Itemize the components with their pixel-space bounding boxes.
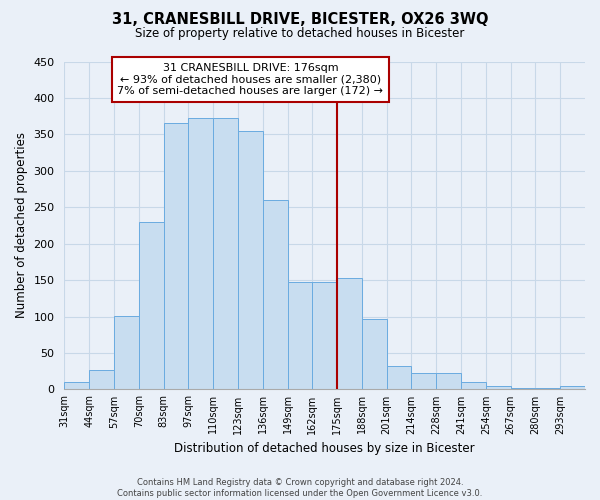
Bar bbox=[287, 282, 313, 390]
Bar bbox=[560, 386, 585, 390]
Bar bbox=[386, 366, 412, 390]
Text: 31, CRANESBILL DRIVE, BICESTER, OX26 3WQ: 31, CRANESBILL DRIVE, BICESTER, OX26 3WQ bbox=[112, 12, 488, 28]
Bar bbox=[511, 388, 535, 390]
Bar bbox=[89, 370, 114, 390]
Bar bbox=[362, 320, 386, 390]
Bar bbox=[64, 382, 89, 390]
Bar bbox=[139, 222, 164, 390]
Bar bbox=[213, 118, 238, 390]
Bar bbox=[238, 130, 263, 390]
Bar bbox=[461, 382, 486, 390]
Bar bbox=[337, 278, 362, 390]
Bar bbox=[535, 388, 560, 390]
Bar bbox=[436, 374, 461, 390]
Bar bbox=[114, 316, 139, 390]
Bar bbox=[188, 118, 213, 390]
Text: 31 CRANESBILL DRIVE: 176sqm
← 93% of detached houses are smaller (2,380)
7% of s: 31 CRANESBILL DRIVE: 176sqm ← 93% of det… bbox=[118, 63, 383, 96]
Bar bbox=[263, 200, 287, 390]
Y-axis label: Number of detached properties: Number of detached properties bbox=[15, 132, 28, 318]
Bar bbox=[412, 374, 436, 390]
Bar bbox=[164, 124, 188, 390]
Text: Contains HM Land Registry data © Crown copyright and database right 2024.
Contai: Contains HM Land Registry data © Crown c… bbox=[118, 478, 482, 498]
X-axis label: Distribution of detached houses by size in Bicester: Distribution of detached houses by size … bbox=[175, 442, 475, 455]
Text: Size of property relative to detached houses in Bicester: Size of property relative to detached ho… bbox=[136, 28, 464, 40]
Bar bbox=[486, 386, 511, 390]
Bar bbox=[313, 282, 337, 390]
